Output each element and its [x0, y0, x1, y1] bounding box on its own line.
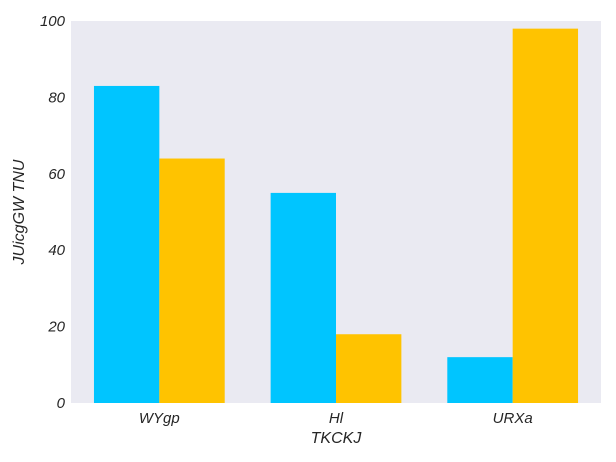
y-tick-labels: 0 20 40 60 80 100	[40, 13, 66, 412]
x-tick-label: Hl	[329, 410, 344, 427]
bar-URXa-series-1	[447, 357, 513, 403]
y-tick-label: 0	[57, 395, 66, 412]
bar-WYgp-series-1	[93, 85, 160, 403]
x-tick-labels: WYgp Hl URXa	[139, 410, 533, 427]
bar-URXa-series-2	[512, 28, 579, 403]
x-axis-label: TKCKJ	[311, 430, 363, 447]
y-tick-label: 80	[48, 89, 65, 106]
y-tick-label: 40	[48, 242, 65, 259]
bar-WYgp-series-2	[159, 158, 225, 403]
bars-group	[93, 28, 579, 403]
bar-Hl-series-2	[336, 334, 402, 403]
y-tick-label: 20	[47, 319, 65, 336]
bar-Hl-series-1	[270, 192, 336, 403]
y-tick-label: 100	[40, 13, 66, 30]
y-axis-label: JUicgGW TNU	[11, 159, 28, 265]
x-tick-label: URXa	[493, 410, 533, 427]
x-tick-label: WYgp	[139, 410, 180, 427]
y-tick-label: 60	[48, 166, 65, 183]
